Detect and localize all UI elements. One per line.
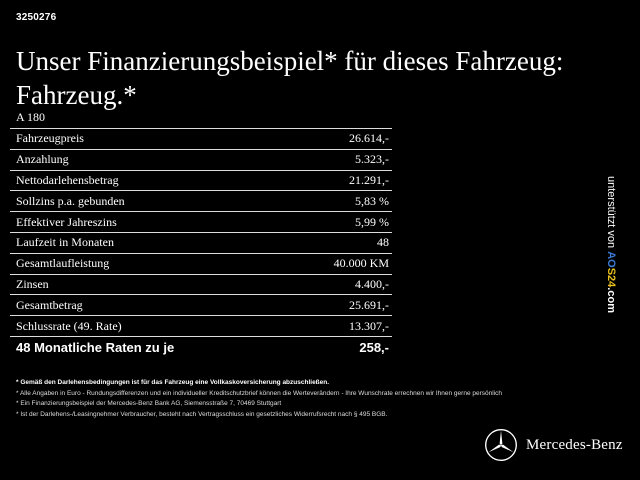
footnote: * Gemäß den Darlehensbedingungen ist für…	[16, 379, 330, 386]
row-label: Gesamtlaufleistung	[16, 256, 110, 271]
row-value: 40.000 KM	[333, 256, 389, 271]
model-name: A 180	[16, 110, 46, 124]
row-label: Zinsen	[16, 276, 49, 291]
table-row: Nettodarlehensbetrag 21.291,-	[10, 171, 392, 192]
table-row: Anzahlung 5.323,-	[10, 150, 392, 171]
footnote: * Ist der Darlehens-/Leasingnehmer Verbr…	[16, 410, 388, 418]
row-value: 48	[377, 235, 389, 250]
footnote: * Ein Finanzierungsbeispiel der Mercedes…	[16, 400, 282, 407]
row-label: Sollzins p.a. gebunden	[16, 193, 125, 208]
headline-line-1: Unser Finanzierungsbeispiel* für dieses …	[16, 46, 564, 76]
headline-line-2: Fahrzeug.*	[16, 80, 137, 110]
sponsor-badge: unterstützt von AOS24.com	[603, 176, 631, 356]
row-value: 5,99 %	[355, 214, 389, 229]
financing-table: Fahrzeugpreis 26.614,- Anzahlung 5.323,-…	[10, 128, 392, 359]
total-row: 48 Monatliche Raten zu je 258,-	[10, 337, 392, 359]
total-label: 48 Monatliche Raten zu je	[16, 340, 175, 356]
total-value: 258,-	[359, 340, 389, 356]
table-row: Schlussrate (49. Rate) 13.307,-	[10, 316, 392, 337]
table-row: Fahrzeugpreis 26.614,-	[10, 129, 392, 150]
table-row: Laufzeit in Monaten 48	[10, 233, 392, 254]
row-value: 4.400,-	[355, 276, 389, 291]
footnotes: * Gemäß den Darlehensbedingungen ist für…	[16, 378, 626, 420]
mercedes-star-icon	[485, 429, 517, 461]
table-row: Sollzins p.a. gebunden 5,83 %	[10, 191, 392, 213]
row-label: Schlussrate (49. Rate)	[16, 318, 122, 333]
row-value: 21.291,-	[349, 172, 389, 187]
table-row: Gesamtbetrag 25.691,-	[10, 295, 392, 317]
row-label: Gesamtbetrag	[16, 297, 83, 312]
row-label: Anzahlung	[16, 152, 69, 167]
offer-id: 3250276	[16, 12, 57, 23]
row-label: Fahrzeugpreis	[16, 131, 84, 146]
row-value: 26.614,-	[349, 131, 389, 146]
row-value: 5,83 %	[355, 193, 389, 208]
brand-name: Mercedes-Benz	[526, 436, 623, 453]
sponsor-text: unterstützt von	[605, 176, 617, 249]
table-row: Gesamtlaufleistung 40.000 KM	[10, 254, 392, 275]
sponsor-logo: AOS24.com	[605, 251, 617, 313]
headline: Unser Finanzierungsbeispiel* für dieses …	[16, 44, 640, 112]
row-label: Laufzeit in Monaten	[16, 235, 114, 250]
row-value: 5.323,-	[355, 152, 389, 167]
brand-logo: Mercedes-Benz	[484, 428, 623, 462]
footnote: * Alle Angaben in Euro - Rundungsdiffere…	[16, 389, 502, 397]
table-row: Zinsen 4.400,-	[10, 275, 392, 296]
row-value: 25.691,-	[349, 297, 389, 312]
row-label: Effektiver Jahreszins	[16, 214, 117, 229]
row-value: 13.307,-	[349, 318, 389, 333]
row-label: Nettodarlehensbetrag	[16, 172, 119, 187]
table-row: Effektiver Jahreszins 5,99 %	[10, 212, 392, 233]
